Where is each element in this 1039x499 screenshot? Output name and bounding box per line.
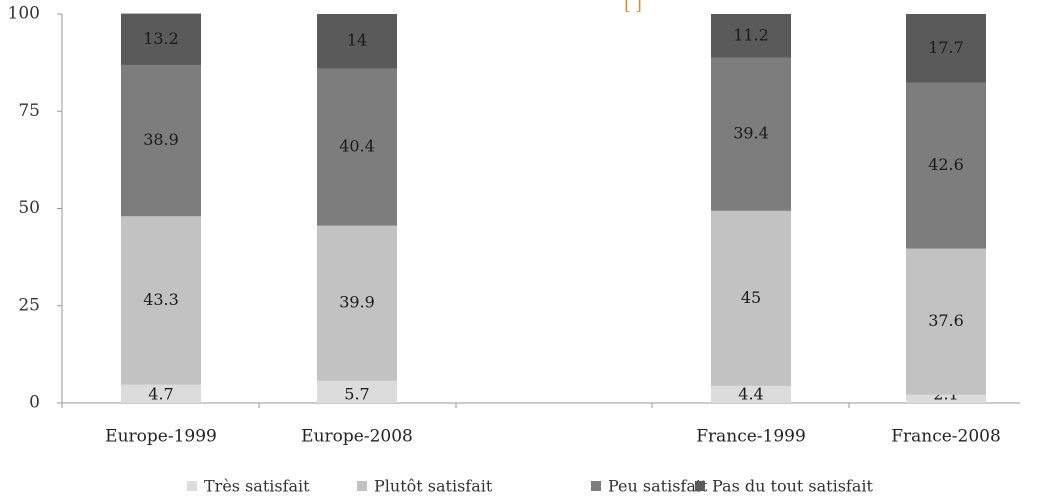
bar-segment bbox=[121, 216, 201, 385]
data-label: 39.4 bbox=[733, 124, 769, 143]
chart-title: [ ] bbox=[624, 0, 642, 14]
legend-item: Très satisfait bbox=[187, 477, 310, 496]
data-label: 4.4 bbox=[738, 385, 763, 404]
bar-segment bbox=[121, 13, 201, 65]
bar-segment bbox=[711, 385, 791, 403]
legend-item: Pas du tout satisfait bbox=[695, 477, 873, 496]
legend-swatch bbox=[695, 481, 705, 491]
legend-item: Plutôt satisfait bbox=[357, 477, 493, 496]
y-tick-label: 50 bbox=[18, 198, 40, 218]
data-label: 14 bbox=[347, 31, 367, 50]
data-label: 4.7 bbox=[148, 385, 173, 404]
legend-label: Plutôt satisfait bbox=[374, 477, 493, 496]
x-axis: Europe-1999 Europe-2008 France-1999 France-… bbox=[61, 402, 1020, 447]
data-label: 13.2 bbox=[143, 29, 179, 48]
legend-label: Pas du tout satisfait bbox=[712, 477, 873, 496]
bar-segment bbox=[121, 64, 201, 217]
data-label: 38.9 bbox=[143, 130, 179, 149]
x-tick-label: Europe-1999 bbox=[105, 427, 217, 447]
data-label: 37.6 bbox=[928, 311, 964, 330]
data-label: 43.3 bbox=[143, 290, 179, 309]
bar-segment bbox=[317, 68, 397, 226]
x-tick-label: France-2008 bbox=[891, 427, 1001, 447]
data-label: 45 bbox=[741, 288, 761, 307]
bar-segment bbox=[711, 57, 791, 211]
bar-segment bbox=[906, 82, 986, 249]
y-axis: 0 25 50 75 100 bbox=[8, 4, 63, 413]
data-label: 40.4 bbox=[339, 137, 375, 156]
data-label: 39.9 bbox=[339, 293, 375, 312]
y-tick-label: 75 bbox=[18, 101, 40, 121]
legend-item: Peu satisfait bbox=[591, 477, 708, 496]
bar-segment bbox=[906, 248, 986, 395]
data-label: 5.7 bbox=[344, 385, 369, 404]
x-tick-label: France-1999 bbox=[696, 427, 806, 447]
y-tick-label: 25 bbox=[18, 295, 40, 315]
data-label: 17.7 bbox=[928, 38, 964, 57]
legend-label: Très satisfait bbox=[204, 477, 310, 496]
bar-segment bbox=[906, 394, 986, 403]
bar-segment bbox=[317, 380, 397, 403]
bar-segment bbox=[317, 225, 397, 381]
legend: Très satisfait Plutôt satisfait Peu satisf… bbox=[187, 477, 873, 496]
data-label: 11.2 bbox=[733, 25, 769, 44]
bar-segment bbox=[317, 14, 397, 69]
bar-segment bbox=[906, 14, 986, 83]
y-tick-label: 100 bbox=[8, 4, 40, 24]
legend-swatch bbox=[187, 481, 197, 491]
x-tick-label: Europe-2008 bbox=[301, 427, 413, 447]
legend-swatch bbox=[591, 481, 601, 491]
bars: 4.7 43.3 38.9 13.2 5.7 39.9 40.4 14 4.4 45 39.4 11.… bbox=[121, 13, 986, 404]
legend-swatch bbox=[357, 481, 367, 491]
bar-segment bbox=[121, 384, 201, 403]
bar-segment bbox=[711, 210, 791, 386]
legend-label: Peu satisfait bbox=[608, 477, 708, 496]
y-tick-label: 0 bbox=[29, 393, 40, 413]
data-label: 42.6 bbox=[928, 155, 964, 174]
bar-segment bbox=[711, 14, 791, 58]
